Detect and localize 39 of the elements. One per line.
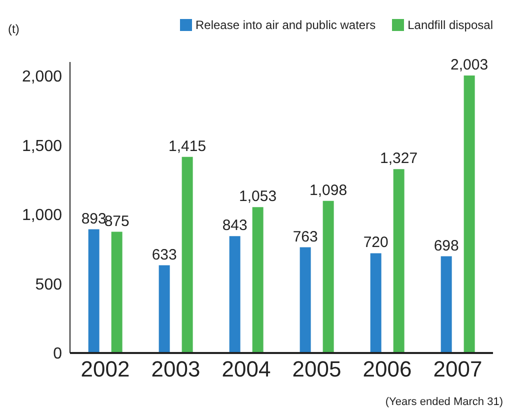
legend-label: Landfill disposal bbox=[408, 18, 493, 32]
data-label: 1,098 bbox=[310, 182, 348, 199]
x-tick-label: 2006 bbox=[362, 356, 412, 382]
bar bbox=[464, 75, 475, 353]
data-label: 843 bbox=[222, 217, 248, 234]
y-tick-label: 2,000 bbox=[22, 68, 62, 86]
bar bbox=[322, 200, 334, 353]
x-tick-label: 2007 bbox=[433, 356, 482, 382]
x-tick-label: 2004 bbox=[222, 356, 271, 382]
data-label: 763 bbox=[292, 228, 318, 246]
bar bbox=[182, 156, 193, 353]
text: (Years ended March 31) bbox=[385, 396, 503, 408]
y-axis-title: (t) bbox=[8, 22, 20, 36]
bar bbox=[229, 236, 240, 353]
x-tick-label: 2005 bbox=[292, 356, 342, 382]
bar bbox=[88, 229, 100, 353]
data-label: 1,415 bbox=[168, 138, 206, 155]
y-tick-label: 1,500 bbox=[22, 138, 62, 155]
bar bbox=[252, 207, 264, 353]
data-label: 1,053 bbox=[239, 188, 277, 206]
data-label: 720 bbox=[363, 234, 388, 252]
data-label: 633 bbox=[152, 246, 177, 264]
bar bbox=[300, 247, 311, 353]
y-tick-label: 0 bbox=[53, 346, 62, 363]
bar bbox=[440, 256, 452, 353]
data-label: 893 bbox=[81, 210, 106, 228]
data-label: 698 bbox=[434, 237, 459, 254]
bar bbox=[370, 253, 382, 353]
y-tick-label: 500 bbox=[35, 276, 62, 294]
bar bbox=[111, 232, 122, 353]
data-label: 1,327 bbox=[380, 150, 418, 168]
x-tick-label: 2003 bbox=[151, 356, 200, 382]
data-label: 875 bbox=[104, 212, 130, 230]
bar bbox=[158, 265, 170, 353]
y-tick-label: 1,000 bbox=[22, 207, 62, 224]
x-tick-label: 2002 bbox=[80, 356, 130, 382]
data-label: 2,003 bbox=[450, 56, 488, 74]
bar bbox=[393, 169, 404, 353]
legend-label: Release into air and public waters bbox=[196, 18, 376, 32]
